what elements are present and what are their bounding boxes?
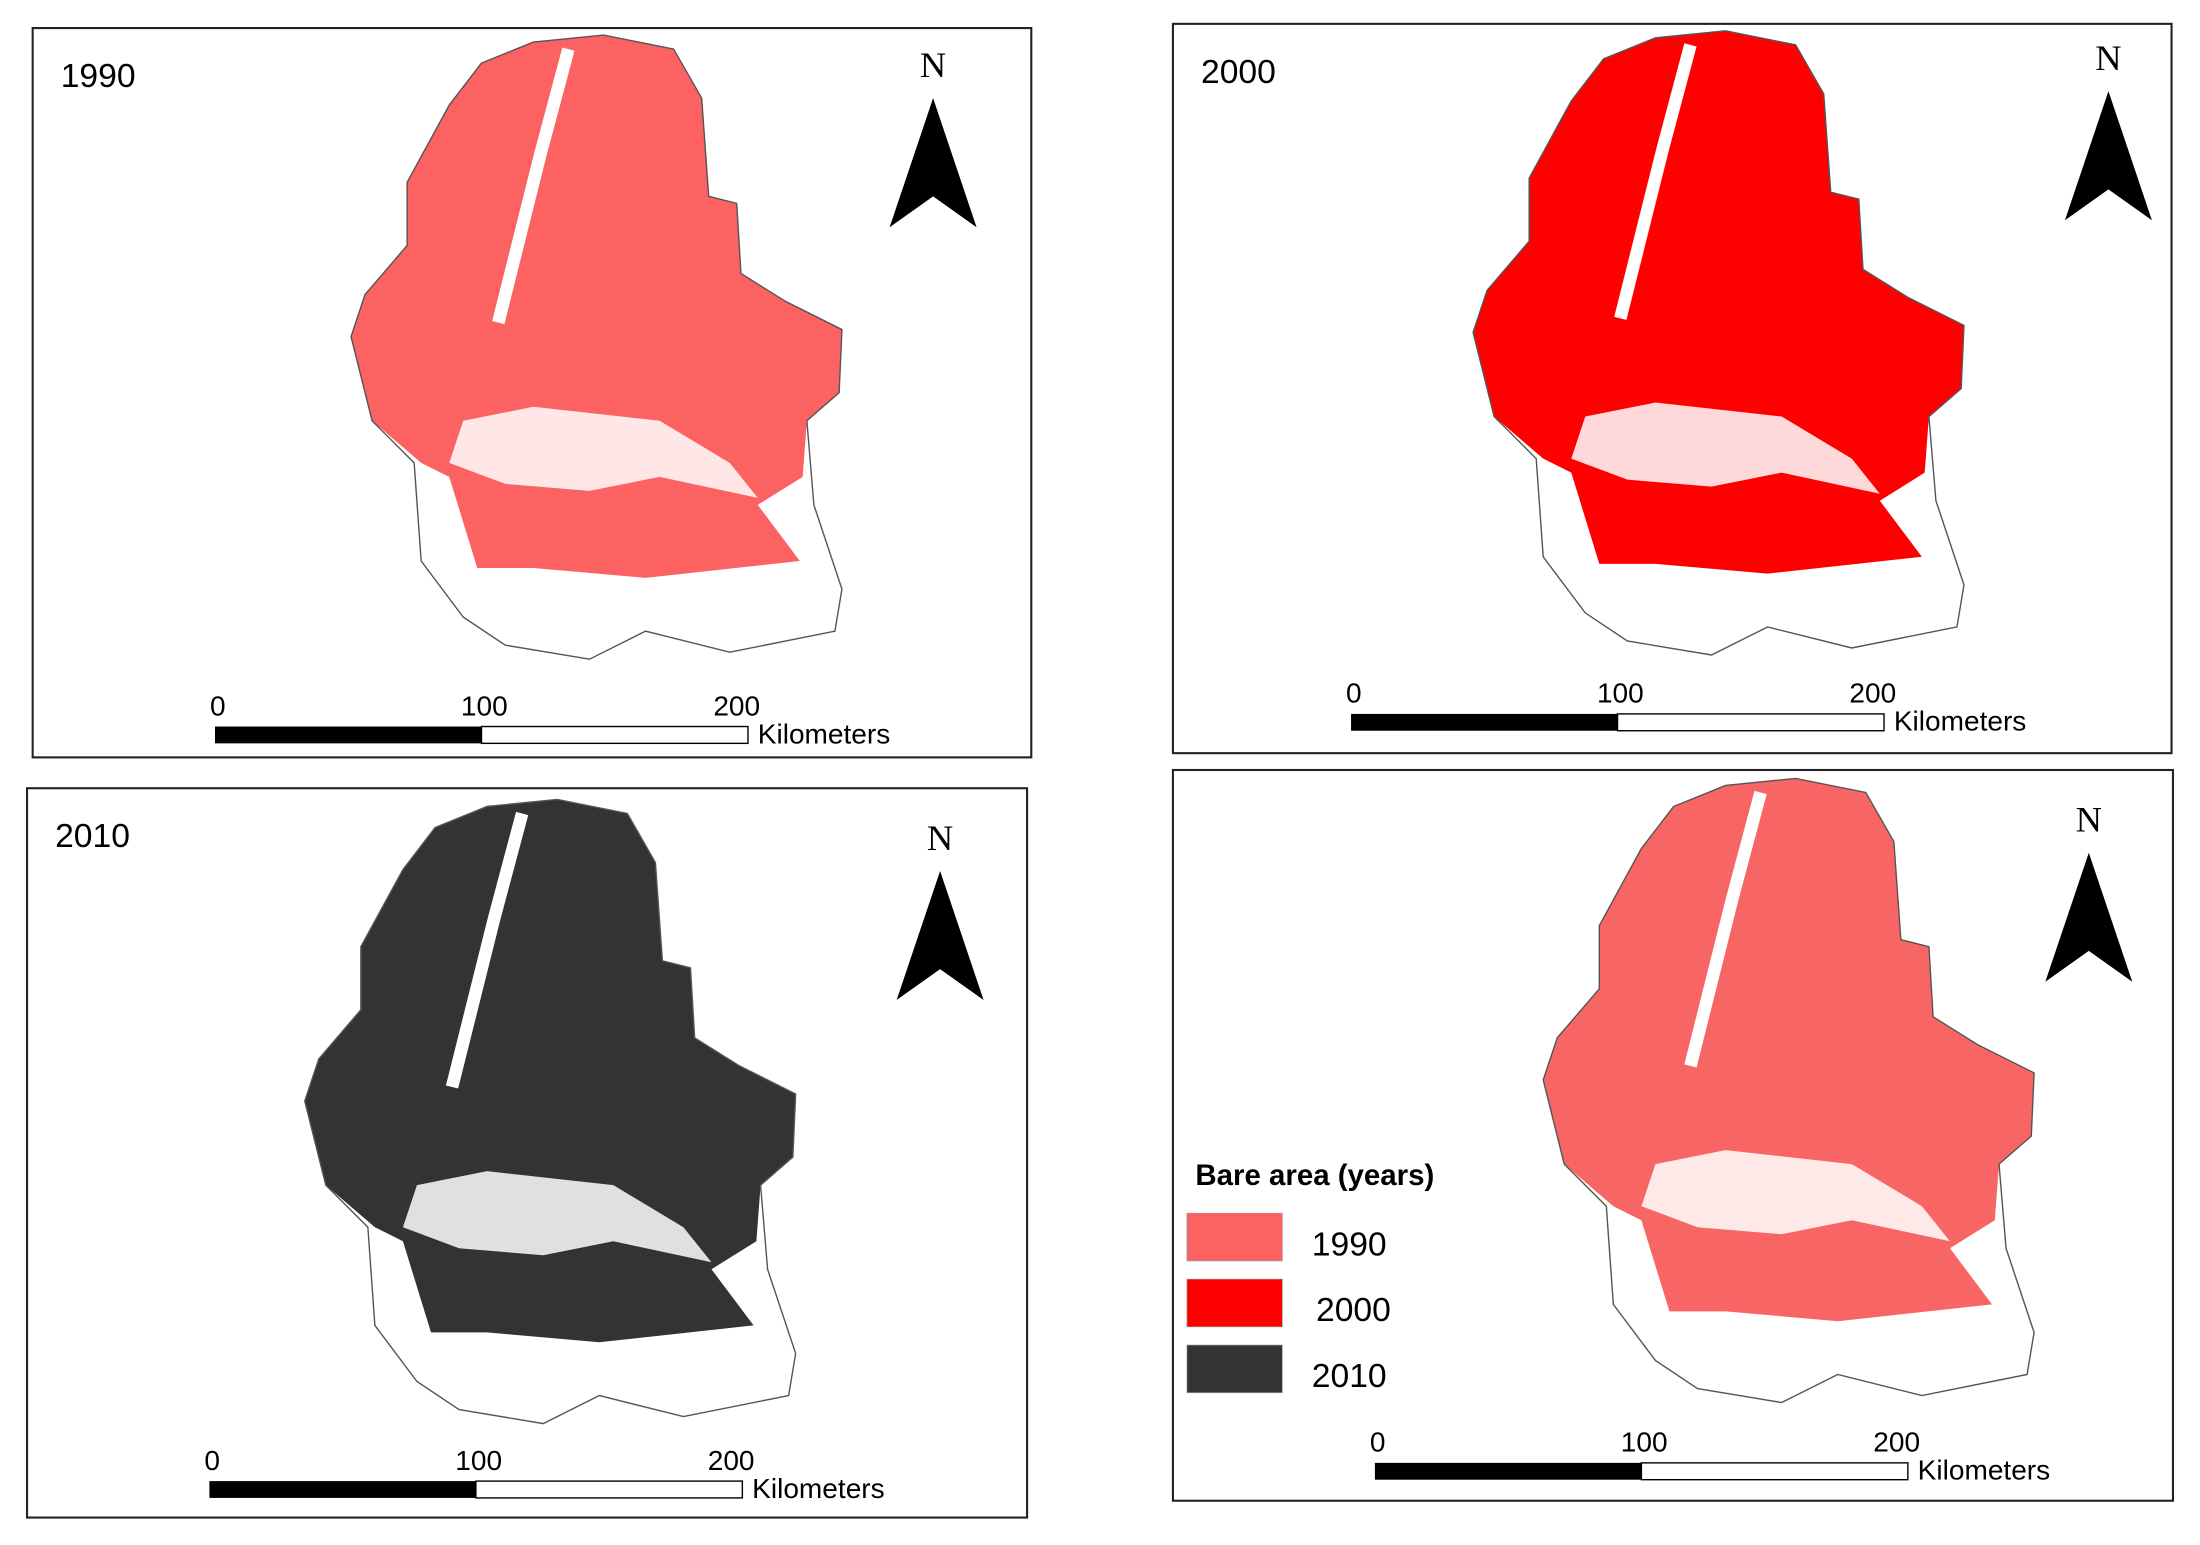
scale-bar-black — [1374, 1462, 1642, 1480]
river-valley — [492, 47, 575, 325]
district-outline — [350, 34, 843, 660]
scale-bar-white — [480, 725, 749, 745]
panel-title: 1990 — [61, 58, 136, 95]
scale-label: 200 — [713, 690, 760, 721]
lowland-gap — [1571, 402, 1880, 494]
north-arrow — [2045, 852, 2133, 982]
scale-bar-black — [209, 1481, 476, 1498]
north-arrow — [896, 870, 984, 1001]
panel-title: 2000 — [1201, 54, 1276, 91]
river-valley — [1614, 43, 1697, 320]
scale-unit: Kilometers — [758, 718, 890, 749]
scale-label: 100 — [455, 1445, 502, 1476]
scale-label: 0 — [1346, 678, 1362, 709]
district-map — [1542, 777, 2035, 1404]
north-label: N — [920, 45, 946, 85]
scale-unit: Kilometers — [752, 1473, 884, 1504]
lowland-gap — [449, 406, 758, 498]
scale-label: 0 — [1370, 1427, 1386, 1458]
scale-label: 100 — [461, 690, 508, 721]
scale-bar-white — [1616, 713, 1885, 732]
scale-label: 0 — [204, 1445, 220, 1476]
district-outline — [304, 798, 797, 1425]
north-label: N — [2095, 38, 2121, 78]
legend-swatch — [1186, 1278, 1283, 1328]
lowland-gap — [1641, 1150, 1950, 1242]
scale-label: 0 — [210, 690, 226, 721]
scale-unit: Kilometers — [1918, 1455, 2050, 1486]
district-map — [304, 798, 797, 1425]
legend-swatch — [1186, 1212, 1283, 1262]
river-valley — [445, 811, 529, 1089]
scale-label: 200 — [1873, 1427, 1920, 1458]
district-outline — [1542, 777, 2035, 1404]
north-label: N — [927, 818, 953, 858]
district-outline — [1472, 30, 1965, 656]
north-arrow — [889, 98, 977, 228]
scale-label: 100 — [1597, 678, 1644, 709]
district-map — [350, 34, 843, 660]
legend-label: 2010 — [1312, 1358, 1387, 1395]
district-map — [1472, 30, 1965, 656]
scale-label: 100 — [1621, 1427, 1668, 1458]
legend-label: 1990 — [1312, 1226, 1387, 1263]
scale-label: 200 — [1849, 678, 1896, 709]
scale-bar-black — [1351, 713, 1618, 731]
scale-bar-white — [1640, 1462, 1909, 1481]
scale-bar-white — [475, 1480, 744, 1499]
legend-swatch — [1186, 1344, 1283, 1394]
river-valley — [1684, 790, 1767, 1068]
scale-unit: Kilometers — [1894, 706, 2026, 737]
scale-bar-black — [214, 726, 482, 744]
legend-title: Bare area (years) — [1195, 1159, 1434, 1192]
legend-label: 2000 — [1316, 1292, 1391, 1329]
north-label: N — [2076, 800, 2102, 840]
scale-label: 200 — [708, 1445, 755, 1476]
lowland-gap — [402, 1171, 712, 1263]
panel-title: 2010 — [55, 818, 130, 855]
north-arrow — [2064, 91, 2152, 221]
